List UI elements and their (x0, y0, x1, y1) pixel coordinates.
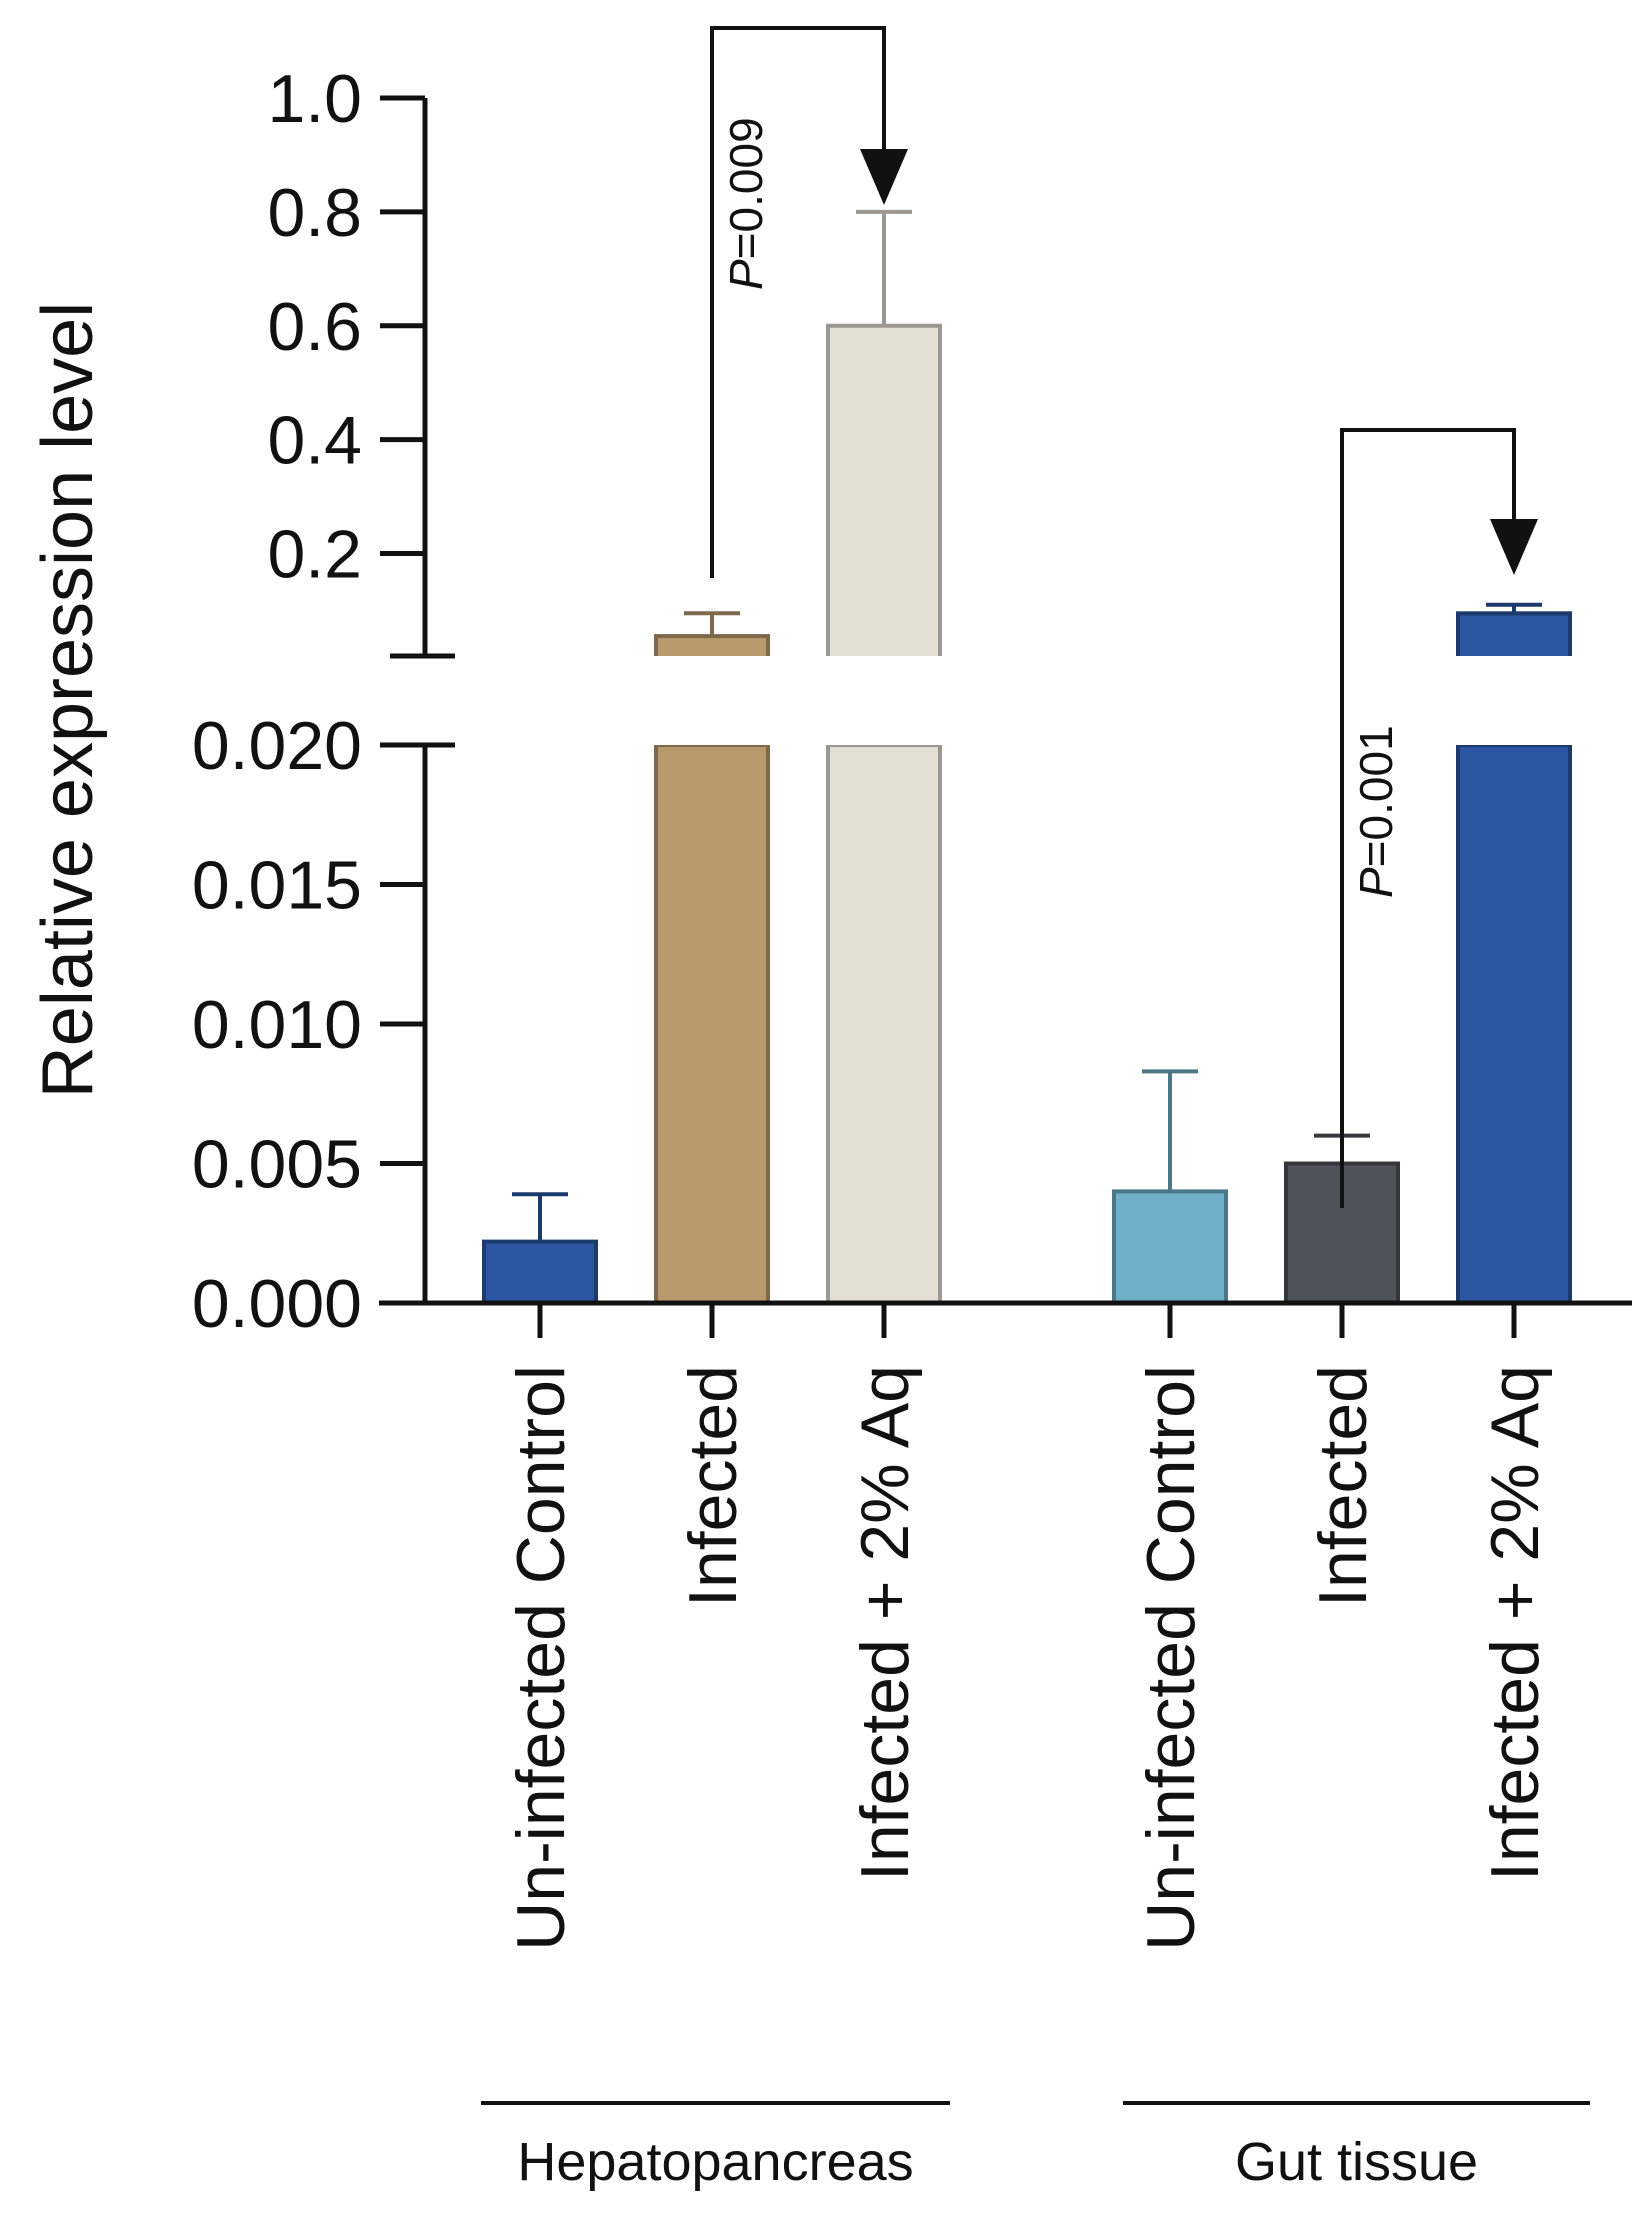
bars-upper-segment (654, 323, 1572, 656)
y-tick-label-0-6: 0.6 (267, 289, 362, 365)
x-label-hepatopancreas-un-infected-control: Un-infected Control (503, 1365, 579, 1951)
x-label-gut-tissue-infected-2-aq: Infected + 2% Aq (1477, 1365, 1553, 1881)
bar-upper-hepatopancreas-infected-2-aq (826, 323, 942, 656)
x-label-gut-tissue-infected: Infected (1305, 1365, 1381, 1607)
bar-upper-hepatopancreas-infected (654, 634, 770, 656)
y-tick-label-1-0: 1.0 (267, 61, 362, 137)
x-label-gut-tissue-un-infected-control: Un-infected Control (1133, 1365, 1209, 1951)
bar-hepatopancreas-un-infected-control (482, 1239, 598, 1305)
y-tick-label-0-4: 0.4 (267, 403, 362, 479)
bracket-arrow-gut-tissue (1490, 519, 1538, 575)
bracket-hepatopancreas (710, 26, 886, 578)
x-label-hepatopancreas-infected-2-aq: Infected + 2% Aq (847, 1365, 923, 1881)
x-label-hepatopancreas-infected: Infected (675, 1365, 751, 1607)
y-tick-label-0-2: 0.2 (267, 517, 362, 593)
bracket-arrow-hepatopancreas (860, 149, 908, 205)
y-tick-label-0-8: 0.8 (267, 175, 362, 251)
p-value-hepatopancreas: P=0.009 (720, 117, 772, 290)
p-symbol-hepatopancreas: P (720, 259, 772, 290)
bar-upper-gut-tissue-infected-2-aq (1456, 611, 1572, 656)
y-tick-label-0-010: 0.010 (192, 987, 362, 1063)
y-tick-label-0-005: 0.005 (192, 1127, 362, 1203)
y-axis-label: Relative expression level (28, 302, 108, 1098)
bars-lower-segment (482, 745, 1572, 1305)
group-label-gut-tissue: Gut tissue (1235, 2132, 1478, 2192)
y-axis (390, 98, 455, 1303)
x-category-labels: Un-infected Control Infected Infected + 2%… (503, 1365, 1553, 1951)
group-labels: Hepatopancreas Gut tissue (481, 2101, 1590, 2192)
y-tick-label-0-015: 0.015 (192, 848, 362, 924)
bar-gut-tissue-un-infected-control (1112, 1189, 1228, 1305)
bracket-gut-tissue (1340, 428, 1516, 1208)
p-number-hepatopancreas: =0.009 (720, 117, 772, 259)
x-ticks (537, 1303, 1517, 1338)
p-number-gut-tissue: =0.001 (1350, 725, 1402, 867)
y-ticks: 0.000 0.005 0.010 0.015 0.020 0.2 0.4 0.6 0.8 1.0 (192, 61, 425, 1342)
group-label-hepatopancreas: Hepatopancreas (517, 2132, 913, 2192)
bar-gut-tissue-infected-2-aq (1456, 745, 1572, 1305)
p-value-gut-tissue: P=0.001 (1350, 725, 1402, 898)
bar-hepatopancreas-infected (654, 745, 770, 1305)
p-symbol-gut-tissue: P (1350, 867, 1402, 898)
bar-hepatopancreas-infected-2-aq (826, 745, 942, 1305)
y-tick-label-0-000: 0.000 (192, 1266, 362, 1342)
y-tick-label-0-020: 0.020 (192, 708, 362, 784)
